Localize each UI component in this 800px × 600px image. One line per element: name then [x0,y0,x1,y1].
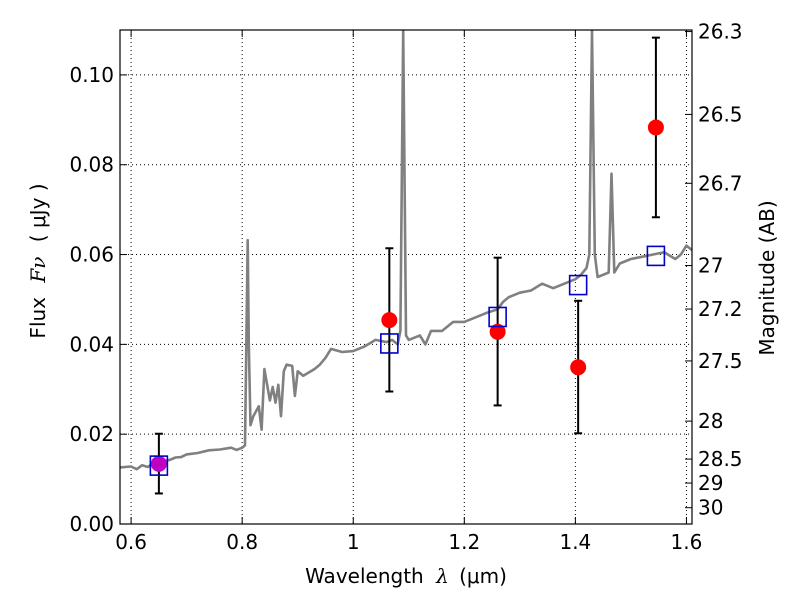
y-tick-label: 0.10 [69,63,114,87]
model-spectrum-layer [120,30,692,471]
y2-tick-label: 27.5 [698,349,743,373]
x-axis-label: Wavelength λ (μm) [305,564,507,588]
model-spectrum-line [120,30,692,471]
x-tick-label: 1 [347,530,360,554]
ticks: 0.6 0.8 1 1.2 1.4 1.6 0.00 0.02 0.04 0.06 0.08 0.10… [69,20,742,554]
y-tick-label: 0.02 [69,422,114,446]
y2-axis-label: Magnitude (AB) [755,200,779,355]
errorbar-layer [154,36,660,495]
y2-tick-label: 30 [698,496,723,520]
y-tick-label: 0.08 [69,153,114,177]
observed-points-layer [150,119,664,472]
x-tick-label: 0.8 [226,530,258,554]
x-tick-label: 1.2 [448,530,480,554]
y2-tick-label: 26.3 [698,20,743,44]
model-photometry-layer [149,245,666,476]
model-photometry-point [568,274,588,296]
y2-tick-label: 29 [698,471,723,495]
y2-tick-label: 28 [698,409,723,433]
y2-tick-label: 26.7 [698,171,743,195]
y-tick-label: 0.00 [69,512,114,536]
observed-point [570,359,587,376]
plot-frame [119,29,693,525]
x-tick-label: 1.6 [671,530,703,554]
y2-tick-label: 27 [698,254,723,278]
observed-point [381,312,398,329]
observed-point [150,455,167,472]
y-tick-label: 0.04 [69,332,114,356]
observed-point [647,119,664,136]
y-axis-label: Flux Fν ( μJy ) [26,183,50,338]
x-tick-label: 0.6 [115,530,147,554]
model-photometry-point [149,455,169,476]
model-photometry-point [380,333,399,354]
y2-tick-label: 28.5 [698,447,743,471]
model-photometry-point [646,245,666,267]
y2-tick-label: 26.5 [698,102,743,126]
observed-point [489,323,506,340]
y-tick-label: 0.06 [69,243,114,267]
model-photometry-point [488,306,507,328]
x-tick-label: 1.4 [559,530,591,554]
y2-tick-label: 27.2 [698,297,743,321]
